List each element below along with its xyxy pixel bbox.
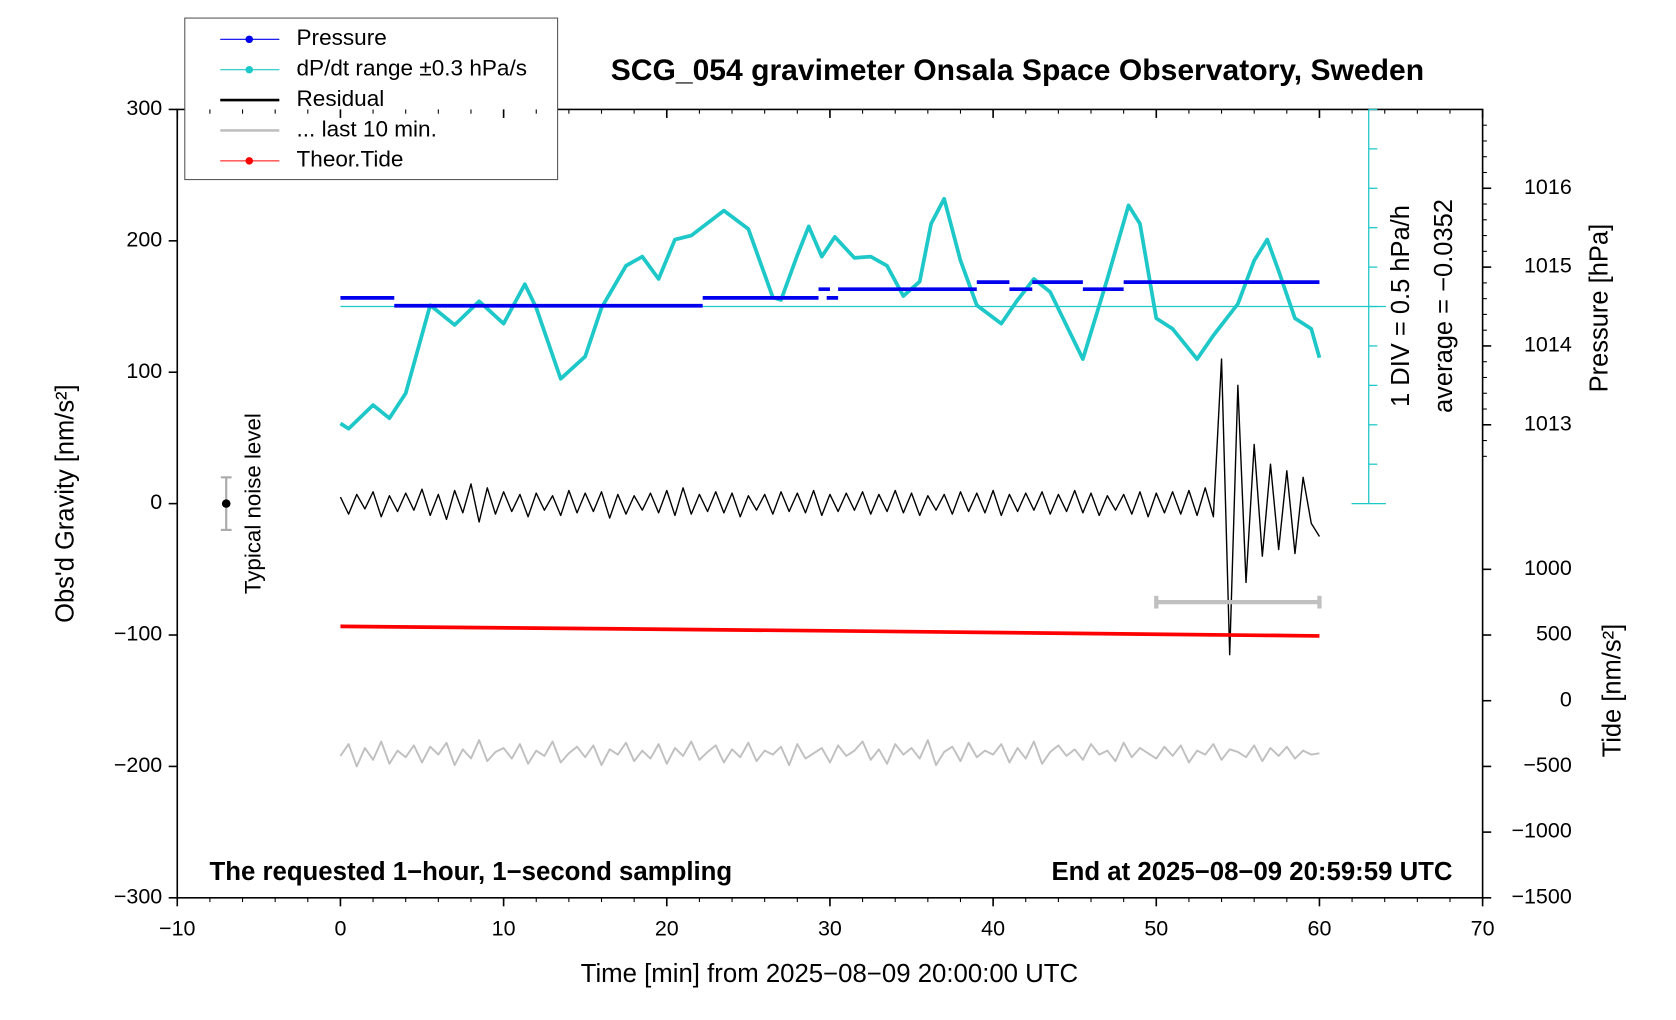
dpdt-scale-ticks bbox=[1368, 108, 1378, 465]
legend-label: Pressure bbox=[297, 25, 387, 50]
legend-marker bbox=[245, 157, 254, 165]
annotation: Typical noise level bbox=[240, 413, 265, 594]
y-axis-label: Obs'd Gravity [nm/s²] bbox=[51, 384, 79, 623]
y-tick-label: −100 bbox=[114, 622, 162, 646]
series-line bbox=[340, 280, 1320, 308]
x-tick-label: 70 bbox=[1471, 916, 1495, 940]
annotation: End at 2025−08−09 20:59:59 UTC bbox=[1051, 858, 1452, 886]
y2-tick-label: 1015 bbox=[1524, 254, 1572, 278]
series-line bbox=[339, 196, 1322, 431]
x-tick-label: 60 bbox=[1307, 916, 1331, 940]
series-line bbox=[340, 624, 1320, 638]
x-tick-label: 0 bbox=[334, 916, 346, 940]
chart-title: SCG_054 gravimeter Onsala Space Observat… bbox=[611, 54, 1424, 87]
x-tick-label: 40 bbox=[981, 916, 1005, 940]
plot-frame bbox=[176, 108, 1484, 899]
y2-axis-label: Pressure [hPa] bbox=[1585, 224, 1613, 393]
series-line bbox=[339, 739, 1320, 768]
noise-point bbox=[221, 499, 231, 508]
y3-tick-label: −1000 bbox=[1511, 819, 1571, 843]
y3-tick-label: 1000 bbox=[1524, 556, 1572, 580]
annotation: 1 DIV = 0.5 hPa/h bbox=[1387, 205, 1415, 407]
y3-tick-label: 500 bbox=[1536, 622, 1572, 646]
x-tick-label: 10 bbox=[492, 916, 516, 940]
y3-tick-label: 0 bbox=[1560, 687, 1572, 711]
y2-tick-label: 1016 bbox=[1524, 175, 1572, 199]
y-tick-label: −200 bbox=[114, 753, 162, 777]
y-tick-label: 200 bbox=[126, 228, 162, 252]
legend-label: Theor.Tide bbox=[297, 147, 404, 172]
x-tick-label: 50 bbox=[1144, 916, 1168, 940]
legend-marker bbox=[245, 65, 254, 74]
y2-tick-label: 1013 bbox=[1524, 412, 1572, 436]
annotation: The requested 1−hour, 1−second sampling bbox=[210, 858, 733, 886]
y3-axis-label: Tide [nm/s²] bbox=[1598, 624, 1626, 758]
y2-tick-label: 1014 bbox=[1524, 333, 1572, 357]
legend-label: ... last 10 min. bbox=[297, 116, 437, 141]
y-tick-label: 100 bbox=[126, 359, 162, 383]
x-tick-label: 30 bbox=[818, 916, 842, 940]
legend-marker bbox=[245, 35, 254, 44]
y-tick-label: 300 bbox=[126, 96, 162, 120]
y-tick-label: −300 bbox=[114, 885, 162, 909]
x-tick-label: 20 bbox=[655, 916, 679, 940]
y3-tick-label: −1500 bbox=[1511, 885, 1571, 909]
legend-label: Residual bbox=[297, 86, 385, 111]
y3-tick-label: −500 bbox=[1523, 753, 1571, 777]
y-tick-label: 0 bbox=[150, 490, 162, 514]
series-line bbox=[339, 358, 1321, 656]
legend-label: dP/dt range ±0.3 hPa/s bbox=[297, 56, 527, 81]
annotation: average = −0.0352 bbox=[1430, 199, 1458, 413]
x-axis-label: Time [min] from 2025−08−09 20:00:00 UTC bbox=[581, 960, 1078, 988]
x-tick-label: −10 bbox=[159, 916, 196, 940]
